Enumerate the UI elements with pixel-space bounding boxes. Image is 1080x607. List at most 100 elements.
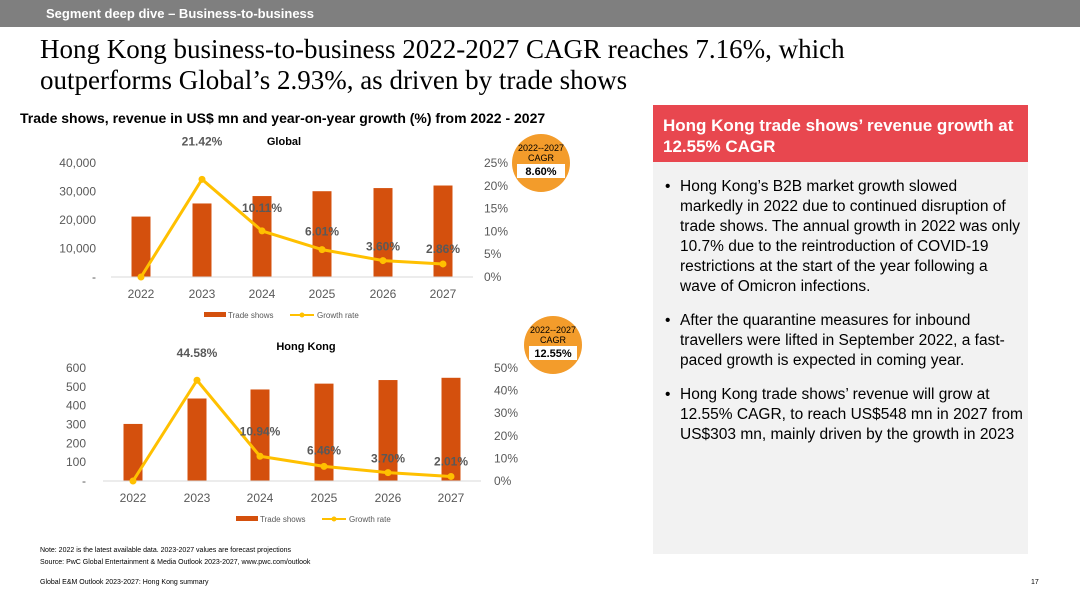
y-left-tick-label: 500 <box>66 380 86 394</box>
data-label: 21.42% <box>182 134 223 148</box>
growth-rate-point <box>129 477 137 485</box>
growth-rate-point <box>258 227 266 235</box>
cagr-value: 8.60% <box>525 166 556 178</box>
y-right-tick-label: 50% <box>494 361 518 375</box>
chart-title: Trade shows, revenue in US$ mn and year-… <box>20 110 546 126</box>
data-label: 2.01% <box>434 454 468 468</box>
x-tick-label: 2027 <box>438 491 465 505</box>
page-title-line-1: Hong Kong business-to-business 2022-2027… <box>40 34 845 64</box>
legend-label: Growth rate <box>349 515 391 524</box>
y-right-tick-label: 0% <box>484 270 502 284</box>
chart-subtitle: Global <box>267 136 301 148</box>
data-label: 3.70% <box>371 452 405 466</box>
x-tick-label: 2022 <box>120 491 147 505</box>
y-left-tick-label: - <box>82 474 86 488</box>
chart-source: Source: PwC Global Entertainment & Media… <box>40 559 311 566</box>
footer-text: Global E&M Outlook 2023-2027: Hong Kong … <box>40 579 209 586</box>
charts-area: Global - 10,000 20,000 30,000 40,000 0% 5% 10% 15… <box>59 134 582 524</box>
bar <box>192 203 212 277</box>
page-title: Hong Kong business-to-business 2022-2027… <box>40 34 1040 96</box>
bar <box>441 377 461 481</box>
bar <box>433 185 453 277</box>
growth-rate-point <box>439 260 447 268</box>
bar <box>378 380 398 481</box>
page-number: 17 <box>1031 579 1039 586</box>
y-right-tick-label: 20% <box>484 179 508 193</box>
x-tick-label: 2026 <box>375 491 402 505</box>
y-right-tick-label: 30% <box>494 406 518 420</box>
insight-panel: Hong Kong trade shows’ revenue growth at… <box>653 105 1028 554</box>
bar <box>252 196 272 277</box>
data-label: 3.60% <box>366 240 400 254</box>
legend-label: Trade shows <box>228 311 274 320</box>
cagr-value-box <box>529 346 577 360</box>
cagr-period: 2022--2027 <box>530 325 576 335</box>
bullet-item: Hong Kong trade shows’ revenue will grow… <box>663 385 1023 445</box>
bar <box>373 188 393 277</box>
bar <box>312 191 332 277</box>
growth-rate-point <box>198 175 206 183</box>
legend-marker-growth-rate <box>331 516 337 522</box>
x-tick-label: 2023 <box>184 491 211 505</box>
y-right-tick-label: 10% <box>494 451 518 465</box>
y-left-tick-label: 20,000 <box>59 213 96 227</box>
growth-rate-point <box>320 462 328 470</box>
y-left-tick-label: 400 <box>66 399 86 413</box>
y-right-tick-label: 20% <box>494 429 518 443</box>
x-tick-label: 2026 <box>370 287 397 301</box>
insight-bullets: Hong Kong’s B2B market growth slowed mar… <box>663 177 1023 459</box>
y-left-tick-label: 200 <box>66 436 86 450</box>
bar <box>123 423 143 481</box>
section-bar: Segment deep dive – Business-to-business <box>0 0 1080 27</box>
legend-swatch-trade-shows <box>204 312 226 317</box>
cagr-label: CAGR <box>540 335 567 345</box>
bar <box>314 383 334 481</box>
growth-rate-point <box>193 376 201 384</box>
insight-panel-title: Hong Kong trade shows’ revenue growth at… <box>663 116 1014 156</box>
y-left-tick-label: 40,000 <box>59 156 96 170</box>
growth-rate-point <box>447 472 455 480</box>
growth-rate-line <box>139 177 444 278</box>
x-tick-label: 2027 <box>430 287 457 301</box>
cagr-value: 12.55% <box>534 348 572 360</box>
data-label: 6.46% <box>307 443 341 457</box>
y-left-tick-label: - <box>92 270 96 284</box>
y-left-tick-label: 10,000 <box>59 242 96 256</box>
y-right-tick-label: 5% <box>484 247 502 261</box>
bullet-item: Hong Kong’s B2B market growth slowed mar… <box>663 177 1023 297</box>
x-tick-label: 2024 <box>247 491 274 505</box>
cagr-value-box <box>517 164 565 178</box>
data-label: 10.11% <box>242 201 282 215</box>
chart-subtitle: Hong Kong <box>276 341 335 353</box>
data-label: 2.86% <box>426 242 460 256</box>
growth-rate-line <box>131 378 452 482</box>
bar <box>131 216 151 277</box>
y-left-tick-label: 30,000 <box>59 185 96 199</box>
y-right-tick-label: 0% <box>494 474 512 488</box>
legend-swatch-trade-shows <box>236 516 258 521</box>
insight-panel-header: Hong Kong trade shows’ revenue growth at… <box>653 105 1028 162</box>
section-title: Segment deep dive – Business-to-business <box>46 6 315 21</box>
y-right-tick-label: 15% <box>484 202 508 216</box>
growth-rate-point <box>137 273 145 281</box>
x-tick-label: 2023 <box>189 287 216 301</box>
y-right-tick-label: 25% <box>484 156 508 170</box>
data-label: 10.94% <box>240 424 281 438</box>
growth-rate-point <box>379 257 387 265</box>
x-tick-label: 2025 <box>309 287 336 301</box>
growth-rate-point <box>256 452 264 460</box>
cagr-period: 2022--2027 <box>518 143 564 153</box>
cagr-label: CAGR <box>528 153 555 163</box>
x-tick-label: 2022 <box>128 287 155 301</box>
y-left-tick-label: 100 <box>66 455 86 469</box>
bullet-item: After the quarantine measures for inboun… <box>663 311 1023 371</box>
y-left-tick-label: 300 <box>66 418 86 432</box>
y-right-tick-label: 40% <box>494 384 518 398</box>
data-label: 44.58% <box>177 346 218 360</box>
page-title-line-2: outperforms Global’s 2.93%, as driven by… <box>40 65 628 95</box>
growth-rate-point <box>318 246 326 254</box>
growth-rate-point <box>384 469 392 477</box>
legend-marker-growth-rate <box>299 312 305 318</box>
x-tick-label: 2024 <box>249 287 276 301</box>
y-right-tick-label: 10% <box>484 224 508 238</box>
